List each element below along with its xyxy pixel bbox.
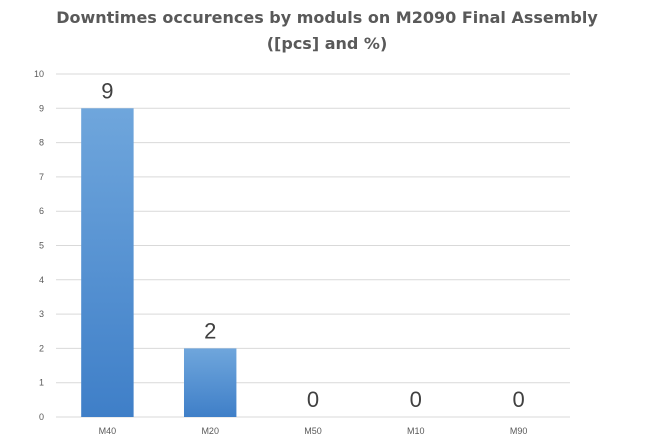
- x-axis-categories: M40 M20 M50 M10 M90: [99, 426, 528, 436]
- chart-title-line-2: ([pcs] and %): [267, 34, 388, 53]
- data-label-m20: 2: [204, 318, 216, 343]
- bars: [81, 108, 237, 418]
- y-tick-label: 6: [39, 206, 44, 216]
- data-labels: 9 2 0 0 0: [101, 78, 524, 412]
- x-category-label: M50: [304, 426, 322, 436]
- y-tick-label: 4: [39, 275, 44, 285]
- x-category-label: M10: [407, 426, 425, 436]
- x-category-label: M20: [201, 426, 219, 436]
- y-tick-label: 7: [39, 172, 44, 182]
- chart-title-line-1: Downtimes occurences by moduls on M2090 …: [56, 8, 598, 27]
- y-tick-label: 3: [39, 309, 44, 319]
- y-tick-label: 8: [39, 138, 44, 148]
- x-category-label: M40: [99, 426, 117, 436]
- data-label-m40: 9: [101, 78, 113, 103]
- y-tick-label: 10: [34, 69, 44, 79]
- y-tick-label: 0: [39, 412, 44, 422]
- y-tick-label: 5: [39, 241, 44, 251]
- y-tick-label: 9: [39, 103, 44, 113]
- y-axis-ticks: 0 1 2 3 4 5 6 7 8 9 10: [34, 69, 44, 422]
- data-label-m50: 0: [307, 387, 319, 412]
- data-label-m90: 0: [512, 387, 524, 412]
- bar-m40: [81, 108, 134, 418]
- gridlines: [56, 73, 570, 418]
- data-label-m10: 0: [410, 387, 422, 412]
- y-tick-label: 1: [39, 378, 44, 388]
- y-tick-label: 2: [39, 343, 44, 353]
- x-category-label: M90: [510, 426, 528, 436]
- bar-m20: [183, 348, 237, 417]
